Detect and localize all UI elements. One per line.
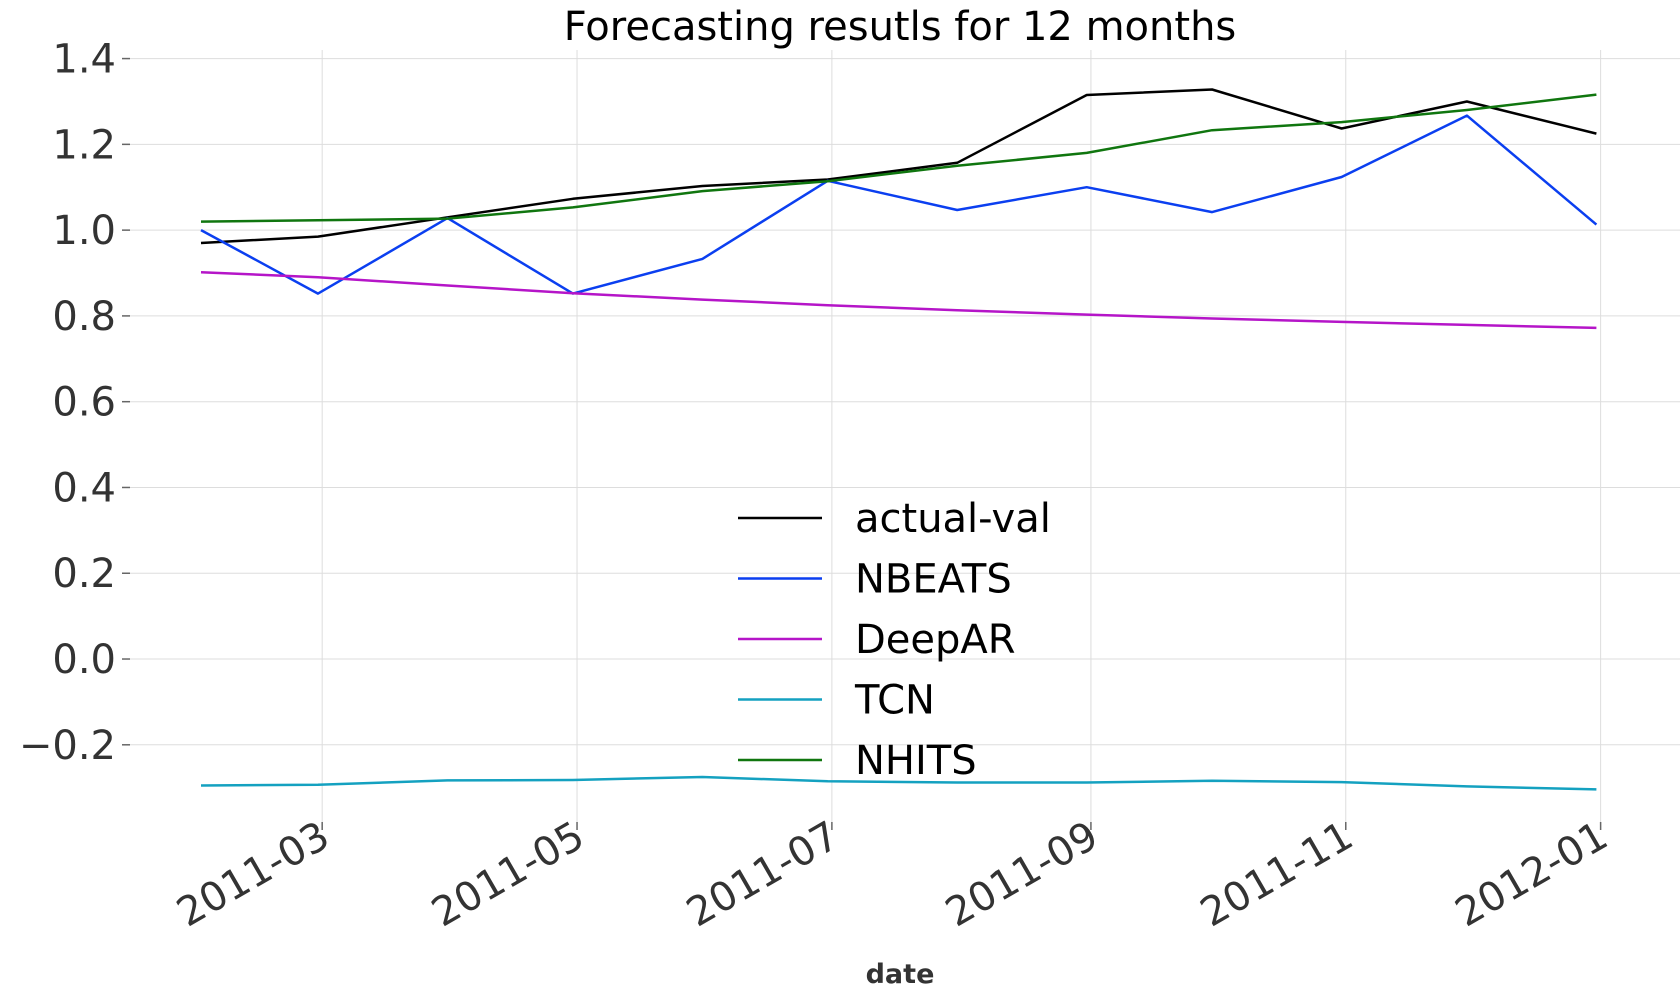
y-tick-label: 1.2 bbox=[52, 122, 116, 168]
x-tick-label: 2011-05 bbox=[424, 813, 592, 936]
series-line-nbeats bbox=[200, 114, 1598, 295]
x-tick-label: 2011-09 bbox=[938, 813, 1106, 936]
x-axis-ticks: 2011-03 2011-05 2011-07 2011-09 2011-11 2012-… bbox=[169, 813, 1615, 936]
legend: actual-val NBEATS DeepAR TCN NHITS bbox=[738, 496, 1051, 784]
series-line-actual-val bbox=[200, 88, 1597, 245]
series-line-nhits bbox=[200, 93, 1597, 223]
y-tick-label: 0.2 bbox=[52, 551, 116, 597]
y-tick-label: 1.0 bbox=[52, 208, 116, 254]
y-tick-label: 1.4 bbox=[52, 37, 116, 83]
y-tick-label: 0.4 bbox=[52, 465, 116, 511]
legend-label: TCN bbox=[854, 678, 935, 724]
x-tick-label: 2011-11 bbox=[1193, 813, 1361, 936]
series-lines bbox=[200, 88, 1598, 791]
legend-label: NBEATS bbox=[855, 557, 1012, 603]
legend-label: actual-val bbox=[855, 496, 1051, 542]
x-tick-label: 2011-07 bbox=[679, 813, 847, 936]
x-tick-label: 2011-03 bbox=[169, 813, 337, 936]
x-axis-label: date bbox=[866, 959, 935, 990]
y-tick-label: 0.6 bbox=[52, 380, 116, 426]
y-tick-label: −0.2 bbox=[19, 723, 116, 769]
x-tick-label: 2012-01 bbox=[1448, 813, 1616, 936]
y-tick-label: 0.8 bbox=[52, 294, 116, 340]
series-line-deepar bbox=[200, 270, 1597, 330]
chart-title: Forecasting resutls for 12 months bbox=[564, 4, 1237, 50]
y-tick-label: 0.0 bbox=[52, 637, 116, 683]
legend-label: NHITS bbox=[855, 738, 977, 784]
y-axis-ticks: −0.2 0.0 0.2 0.4 0.6 0.8 1.0 1.2 1.4 bbox=[19, 37, 130, 769]
series-line-tcn bbox=[200, 775, 1597, 791]
legend-label: DeepAR bbox=[855, 617, 1016, 663]
